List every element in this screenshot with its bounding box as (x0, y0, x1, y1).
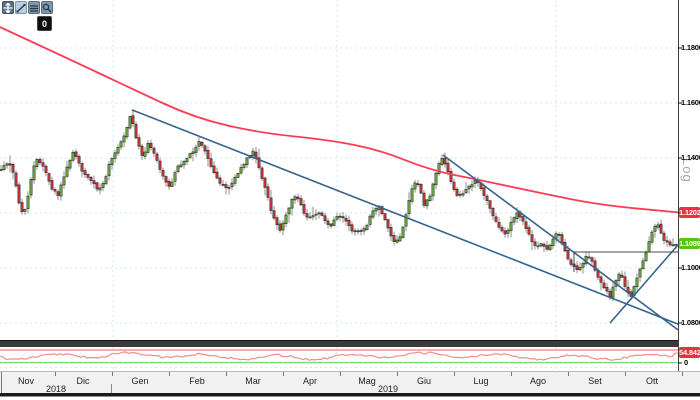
indicator-list-button[interactable] (28, 1, 40, 14)
year-label: 2019 (377, 384, 399, 394)
month-label: Dic (76, 376, 90, 386)
year-label: 2018 (45, 384, 67, 394)
indicator-zero-label: 0 (684, 358, 689, 367)
month-label: Giu (416, 376, 431, 386)
month-label: Mar (245, 376, 261, 386)
month-label: Mag (358, 376, 376, 386)
draw-line-tool-button[interactable] (15, 1, 27, 14)
chart-toolbar (2, 1, 53, 14)
month-label: Lug (473, 376, 489, 386)
price-axis (678, 0, 700, 393)
bottom-border-bar (0, 393, 700, 397)
trendline-icon (16, 3, 26, 13)
month-label: Nov (17, 376, 34, 386)
log-scale-label: Log (680, 158, 695, 183)
month-label: Gen (131, 376, 149, 386)
resistance-level-line[interactable] (573, 251, 678, 273)
month-label: Ago (529, 376, 546, 386)
long-descending-trendline[interactable] (131, 109, 679, 325)
indicator-value-label: 54.842 (679, 347, 700, 358)
month-label: Set (588, 376, 602, 386)
candlestick-series (0, 110, 678, 302)
price-tick-label: 1.1800 (681, 43, 700, 52)
month-label: Ott (645, 376, 658, 386)
moving-average-line (0, 26, 679, 214)
oscillator-line (0, 351, 678, 361)
count-badge: 0 (37, 16, 52, 31)
magnifier-icon (42, 3, 52, 13)
ma-price-label: 1.1202 (679, 206, 700, 218)
price-tick-label: 1.1600 (681, 98, 700, 107)
month-label: Apr (302, 376, 317, 386)
move-tool-button[interactable] (2, 1, 14, 14)
month-label: Feb (189, 376, 205, 386)
rising-support-trendline[interactable] (609, 244, 679, 324)
horizontal-bars-icon (29, 3, 39, 13)
pane-separator[interactable] (0, 340, 700, 347)
steep-descending-trendline[interactable] (442, 154, 679, 331)
zoom-tool-button[interactable] (41, 1, 53, 14)
last-price-label: 1.1089 (679, 238, 700, 250)
price-tick-label: 1.1000 (681, 263, 700, 272)
price-tick-label: 1.1400 (681, 153, 700, 162)
time-axis (0, 371, 700, 394)
price-tick-label: 1.0800 (681, 318, 700, 327)
move-crosshair-icon (3, 2, 13, 13)
